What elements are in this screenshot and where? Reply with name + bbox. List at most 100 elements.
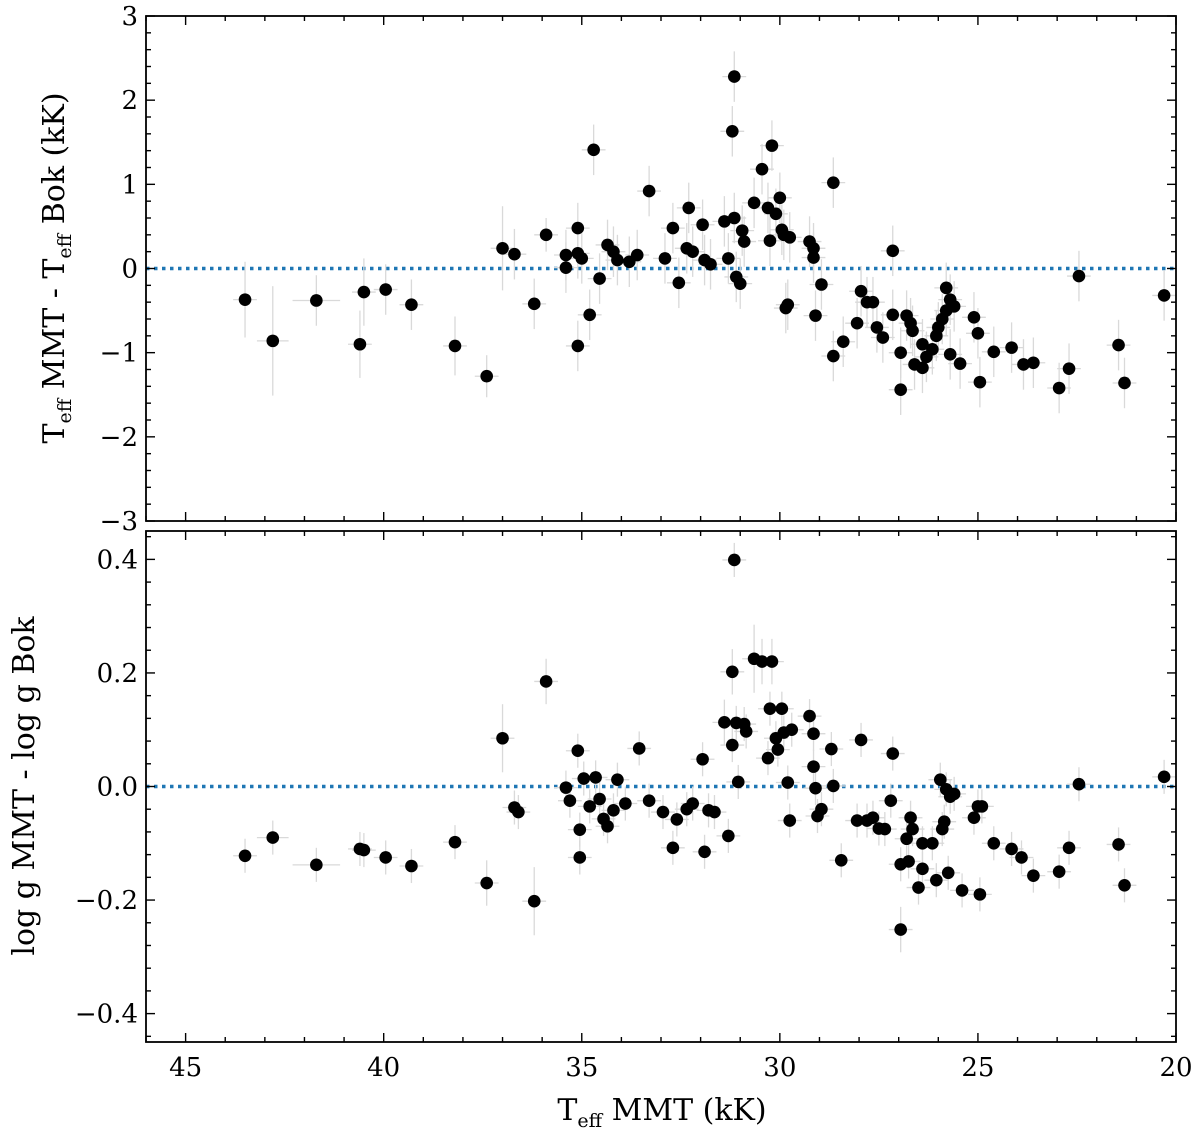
- data-point: [783, 814, 797, 827]
- data-point: [884, 794, 898, 807]
- data-point: [672, 276, 686, 290]
- data-point: [866, 295, 880, 309]
- data-point: [718, 716, 731, 729]
- data-point: [563, 794, 577, 807]
- y-tick-label: 1: [121, 170, 138, 200]
- data-point: [630, 248, 644, 262]
- data-point: [1052, 381, 1066, 395]
- data-point: [1157, 770, 1171, 784]
- data-point: [1017, 358, 1030, 371]
- x-tick-label: 45: [169, 1053, 202, 1083]
- data-point: [975, 800, 989, 813]
- y-tick-label: 0.4: [97, 545, 138, 575]
- data-point: [619, 797, 632, 810]
- data-point: [947, 787, 961, 801]
- data-point: [771, 743, 785, 756]
- data-point: [815, 802, 828, 816]
- data-point: [763, 702, 777, 716]
- data-point: [755, 162, 769, 176]
- data-point: [718, 215, 731, 228]
- data-point: [930, 873, 943, 887]
- data-point: [916, 337, 929, 351]
- data-point: [1005, 341, 1018, 354]
- data-point: [571, 221, 585, 235]
- data-point: [876, 331, 890, 344]
- data-point: [747, 196, 761, 210]
- x-tick-label: 20: [1159, 1053, 1192, 1083]
- data-point: [886, 244, 900, 258]
- data-point: [559, 248, 573, 262]
- data-point: [967, 811, 981, 825]
- data-point: [593, 272, 606, 285]
- data-point: [512, 805, 525, 819]
- data-point: [825, 742, 838, 756]
- data-point: [987, 345, 1001, 359]
- data-point: [987, 836, 1001, 850]
- data-point: [686, 797, 699, 810]
- data-point: [807, 242, 820, 255]
- x-axis-title: Teff MMT (kK): [557, 1093, 766, 1130]
- data-point: [916, 862, 929, 876]
- data-point: [866, 811, 880, 825]
- data-point: [850, 814, 864, 827]
- data-point: [973, 375, 987, 389]
- data-point: [836, 335, 850, 349]
- top-panel-teff-difference: −3 −2 −1 0 1 2 3: [100, 2, 1177, 537]
- data-point: [310, 294, 323, 307]
- data-point: [726, 665, 739, 679]
- y-tick-label: 2: [121, 86, 138, 116]
- data-point: [973, 888, 987, 901]
- data-point: [926, 836, 939, 850]
- data-point: [573, 851, 587, 864]
- data-point: [737, 235, 751, 248]
- data-point: [353, 337, 367, 351]
- data-point: [1112, 838, 1125, 851]
- data-point: [658, 252, 672, 265]
- data-point: [708, 805, 721, 819]
- data-point: [904, 811, 917, 825]
- data-point: [902, 855, 915, 868]
- data-point: [508, 247, 521, 261]
- data-point: [726, 125, 739, 138]
- data-point: [769, 207, 783, 221]
- data-point: [480, 876, 493, 890]
- data-point: [775, 702, 789, 716]
- data-point: [666, 841, 680, 855]
- data-point: [722, 829, 735, 843]
- data-point: [765, 139, 779, 152]
- data-point: [686, 245, 699, 258]
- data-point: [1112, 338, 1125, 352]
- data-point: [807, 760, 820, 773]
- data-point: [809, 309, 822, 322]
- data-point: [894, 346, 907, 359]
- x-tick-label: 30: [763, 1053, 796, 1083]
- data-point: [238, 849, 252, 863]
- data-point: [266, 334, 280, 348]
- data-point: [763, 234, 777, 248]
- data-point: [906, 822, 919, 836]
- data-point: [761, 751, 775, 765]
- data-point: [583, 800, 596, 813]
- y-tick-label: 3: [121, 2, 138, 32]
- data-point: [1027, 869, 1040, 882]
- data-point: [496, 242, 509, 255]
- data-point: [405, 298, 418, 311]
- y-tick-label: 0: [121, 255, 138, 285]
- data-point: [1005, 842, 1018, 856]
- data-point: [726, 738, 739, 752]
- data-point: [722, 252, 735, 265]
- y-tick-label: −0.2: [75, 886, 138, 916]
- data-point: [939, 281, 953, 295]
- data-point: [916, 836, 929, 850]
- data-point: [937, 815, 951, 829]
- data-point: [1052, 865, 1066, 878]
- bottom-panel-logg-difference: 45 40 35 30 25 20 −0.4 −0.2 0.0 0.2 0.4: [75, 530, 1193, 1083]
- data-point: [589, 771, 602, 784]
- data-point: [666, 221, 680, 235]
- data-point: [601, 819, 614, 833]
- data-point: [357, 285, 371, 299]
- data-point: [906, 324, 919, 338]
- data-point: [573, 823, 587, 836]
- data-point: [735, 224, 749, 237]
- data-point: [955, 884, 969, 897]
